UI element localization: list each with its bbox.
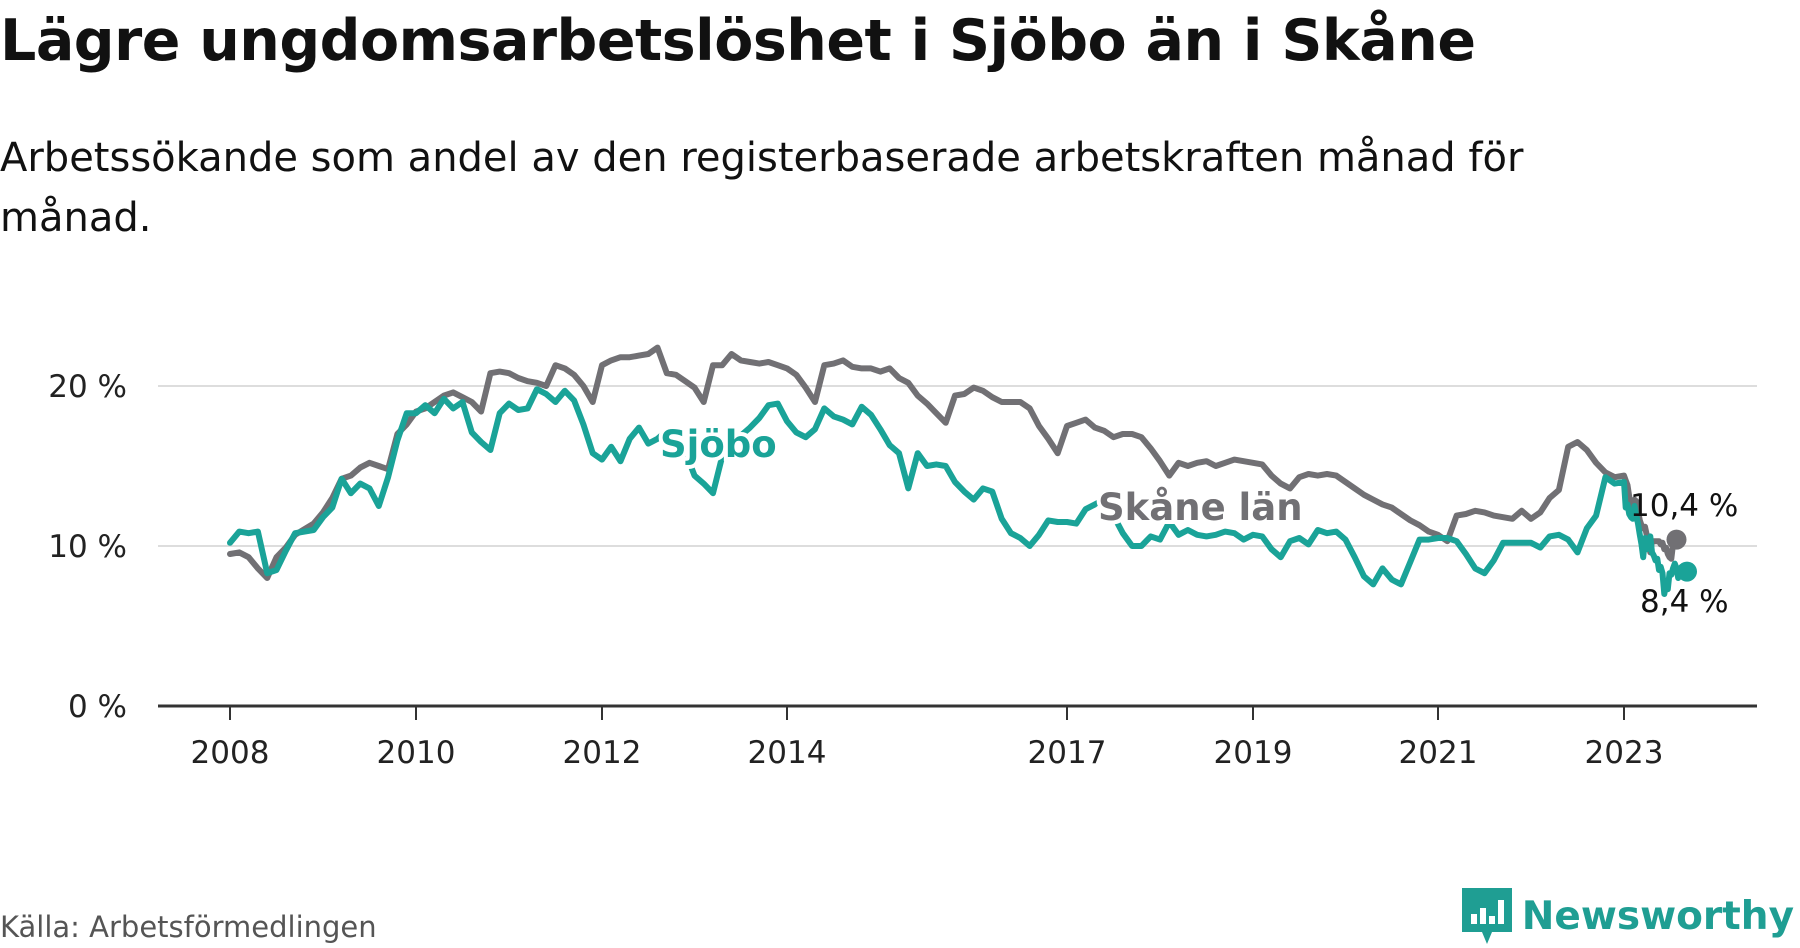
x-tick-label: 2023 [1585, 735, 1664, 771]
source-note: Källa: Arbetsförmedlingen [0, 910, 377, 944]
end-label-sjobo: 8,4 % [1640, 584, 1729, 620]
y-tick-label: 10 % [48, 529, 127, 565]
end-point-sjobo [1677, 561, 1697, 582]
x-tick-label: 2021 [1399, 735, 1478, 771]
x-tick-label: 2014 [748, 735, 827, 771]
series-label-sjobo: Sjöbo [660, 423, 777, 466]
x-tick-label: 2008 [191, 735, 270, 771]
brand-logo[interactable]: Newsworthy [1461, 888, 1794, 944]
x-tick-label: 2017 [1028, 735, 1107, 771]
x-tick-label: 2010 [377, 735, 456, 771]
series-labels: Sjöbo Skåne län 10,4 % 8,4 % [656, 419, 1738, 620]
x-tick-label: 2012 [563, 735, 642, 771]
chart-title: Lägre ungdomsarbetslöshet i Sjöbo än i S… [0, 8, 1476, 74]
series-line-skane [227, 344, 1680, 581]
y-tick-label: 0 % [68, 689, 127, 725]
series-line-sjobo [227, 386, 1690, 597]
chart-subtitle: Arbetssökande som andel av den registerb… [0, 135, 1524, 241]
series-lines [227, 344, 1697, 597]
end-point-skane [1666, 529, 1687, 550]
end-label-skane: 10,4 % [1630, 488, 1738, 524]
x-axis: 2008 2010 2012 2014 2017 2019 2021 2023 [158, 704, 1757, 771]
y-axis: 0 % 10 % 20 % [48, 369, 127, 725]
x-tick-label: 2019 [1214, 735, 1293, 771]
bar-chart-speech-bubble-icon [1461, 888, 1512, 944]
y-tick-label: 20 % [48, 369, 127, 405]
brand-name: Newsworthy [1521, 893, 1794, 939]
gridlines [158, 385, 1757, 547]
series-label-skane: Skåne län [1098, 486, 1303, 529]
